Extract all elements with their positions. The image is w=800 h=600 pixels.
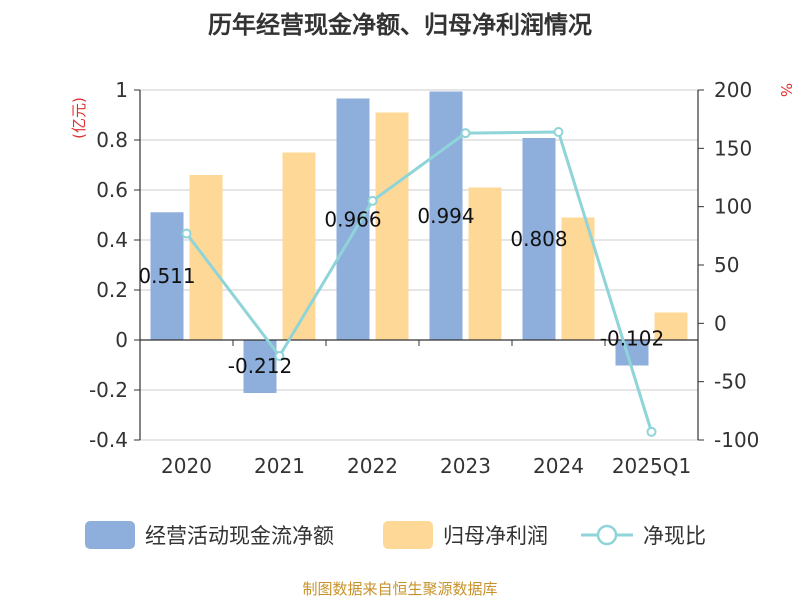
left-tick-label: 0.8 [96,128,128,152]
ratio-series-line [185,130,653,433]
net-profit-bar [561,217,595,340]
ratio-point [181,228,192,239]
cash-flow-bar [429,91,463,340]
chart-title: 历年经营现金净额、归母净利润情况 [208,11,592,39]
ratio-line-layer [181,127,657,437]
right-axis-unit: % [777,83,795,97]
left-axis-unit: (亿元) [70,97,88,139]
cash-flow-data-label: -0.102 [600,327,664,351]
x-tick-label: 2025Q1 [612,454,691,478]
x-tick-label: 2023 [440,454,491,478]
net-profit-bar [375,112,409,340]
cash-flow-bar [243,340,277,393]
left-tick-label: -0.2 [89,378,128,402]
cash-flow-bar [522,138,556,340]
right-tick-label: 100 [714,195,752,219]
right-tick-label: 0 [714,311,727,335]
right-tick-label: -100 [714,428,759,452]
right-tick-label: -50 [714,370,747,394]
cash-flow-bar [336,98,370,340]
x-tick-label: 2021 [254,454,305,478]
left-tick-label: 0.6 [96,178,128,202]
legend-label-cash-flow: 经营活动现金流净额 [145,524,334,548]
legend-label-ratio: 净现比 [643,524,706,548]
left-tick-label: -0.4 [89,428,128,452]
net-profit-bar [468,187,502,340]
left-tick-label: 0.2 [96,278,128,302]
right-tick-label: 150 [714,136,752,160]
x-tick-label: 2020 [161,454,212,478]
net-profit-bar [282,152,316,340]
cash-flow-data-label: 0.966 [324,207,381,231]
cash-flow-bar [615,340,649,366]
cash-flow-data-label: 0.808 [510,227,567,251]
x-tick-label: 2024 [533,454,584,478]
cash-flow-data-label: 0.994 [417,204,474,228]
left-tick-label: 0.4 [96,228,128,252]
ratio-point [274,351,285,361]
ratio-point [646,426,657,437]
legend-swatch-cash-flow [85,521,135,549]
ratio-point [553,127,564,137]
axes-layer: -0.4 -0.2 0 0.2 0.4 0.6 0.8 1 -100 -50 0 50 100 150 20… [89,78,759,478]
right-tick-label: 50 [714,253,739,277]
left-tick-label: 1 [115,78,128,102]
legend: 经营活动现金流净额 归母净利润 净现比 [85,521,706,549]
cash-flow-data-label: -0.212 [228,354,292,378]
net-profit-bar [654,312,688,340]
cash-flow-bar [150,212,184,340]
left-tick-label: 0 [115,328,128,352]
cash-flow-data-label: 0.511 [138,264,195,288]
grid-lines [140,89,698,441]
legend-marker-ratio [596,524,618,546]
right-tick-label: 200 [714,78,752,102]
ratio-point [460,128,471,139]
legend-swatch-net-profit [383,521,433,549]
x-tick-label: 2022 [347,454,398,478]
data-labels-layer: 0.511 -0.212 0.966 0.994 0.808 -0.102 [138,204,664,378]
source-note: 制图数据来自恒生聚源数据库 [302,580,497,598]
ratio-point [367,195,378,206]
legend-label-net-profit: 归母净利润 [443,524,548,548]
